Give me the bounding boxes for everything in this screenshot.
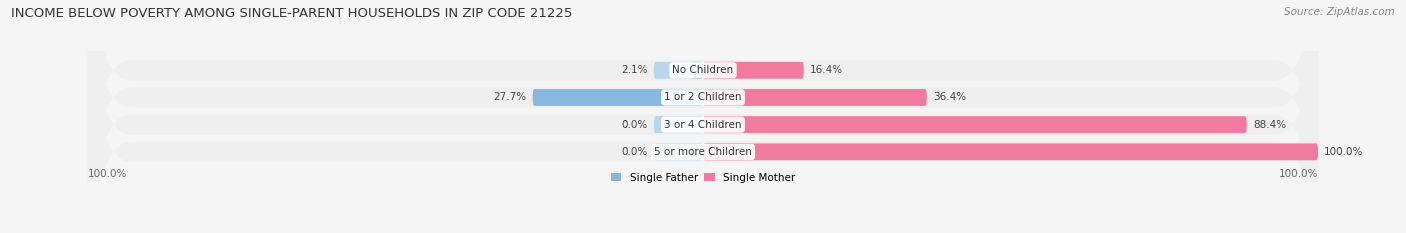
Text: 0.0%: 0.0%: [621, 147, 648, 157]
FancyBboxPatch shape: [703, 116, 752, 133]
Text: 100.0%: 100.0%: [1324, 147, 1364, 157]
FancyBboxPatch shape: [87, 0, 1319, 233]
FancyBboxPatch shape: [87, 0, 1319, 233]
Text: 16.4%: 16.4%: [810, 65, 844, 75]
Text: 3 or 4 Children: 3 or 4 Children: [664, 120, 742, 130]
Text: No Children: No Children: [672, 65, 734, 75]
FancyBboxPatch shape: [690, 62, 703, 79]
Text: 27.7%: 27.7%: [494, 93, 526, 103]
Text: 36.4%: 36.4%: [934, 93, 966, 103]
FancyBboxPatch shape: [703, 116, 1247, 133]
FancyBboxPatch shape: [654, 116, 703, 133]
Text: 1 or 2 Children: 1 or 2 Children: [664, 93, 742, 103]
FancyBboxPatch shape: [654, 143, 703, 160]
Text: 100.0%: 100.0%: [1278, 169, 1319, 179]
Text: INCOME BELOW POVERTY AMONG SINGLE-PARENT HOUSEHOLDS IN ZIP CODE 21225: INCOME BELOW POVERTY AMONG SINGLE-PARENT…: [11, 7, 572, 20]
FancyBboxPatch shape: [703, 89, 752, 106]
Text: 2.1%: 2.1%: [621, 65, 648, 75]
FancyBboxPatch shape: [654, 62, 703, 79]
FancyBboxPatch shape: [703, 89, 927, 106]
FancyBboxPatch shape: [703, 143, 752, 160]
Legend: Single Father, Single Mother: Single Father, Single Mother: [610, 173, 796, 183]
FancyBboxPatch shape: [87, 0, 1319, 233]
Text: 0.0%: 0.0%: [621, 120, 648, 130]
FancyBboxPatch shape: [703, 143, 1319, 160]
Text: 88.4%: 88.4%: [1253, 120, 1286, 130]
FancyBboxPatch shape: [703, 62, 804, 79]
FancyBboxPatch shape: [703, 62, 752, 79]
FancyBboxPatch shape: [533, 89, 703, 106]
Text: 100.0%: 100.0%: [87, 169, 128, 179]
FancyBboxPatch shape: [87, 0, 1319, 233]
FancyBboxPatch shape: [654, 89, 703, 106]
Text: 5 or more Children: 5 or more Children: [654, 147, 752, 157]
Text: Source: ZipAtlas.com: Source: ZipAtlas.com: [1284, 7, 1395, 17]
